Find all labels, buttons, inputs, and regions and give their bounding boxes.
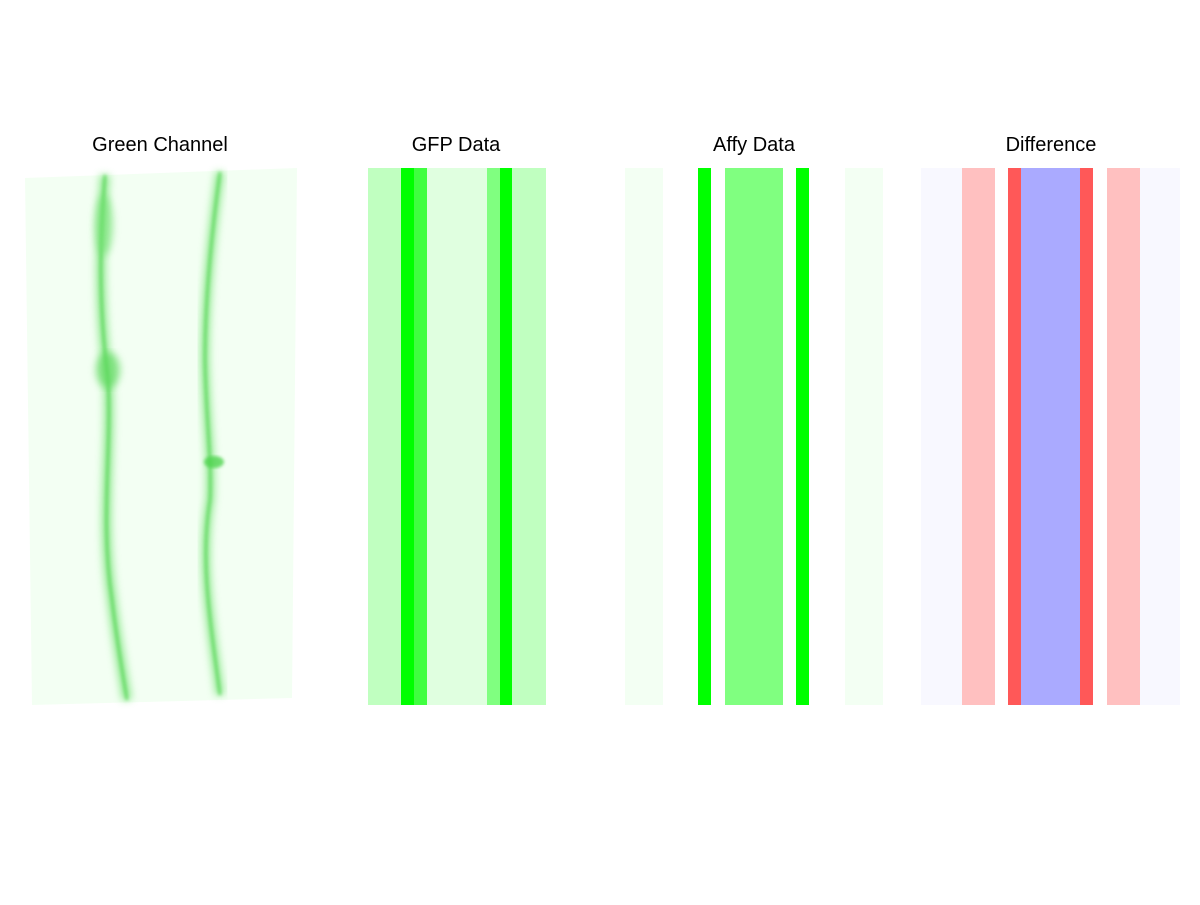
green-channel-image [25,168,297,705]
panel-title: GFP Data [412,134,501,156]
affy-data-stripes [625,168,883,705]
difference-stripes [921,168,1180,705]
gfp-data-stripes [368,168,546,705]
panel-title: Affy Data [713,134,796,156]
panel-title: Green Channel [92,134,228,156]
panel-title: Difference [1006,134,1097,156]
